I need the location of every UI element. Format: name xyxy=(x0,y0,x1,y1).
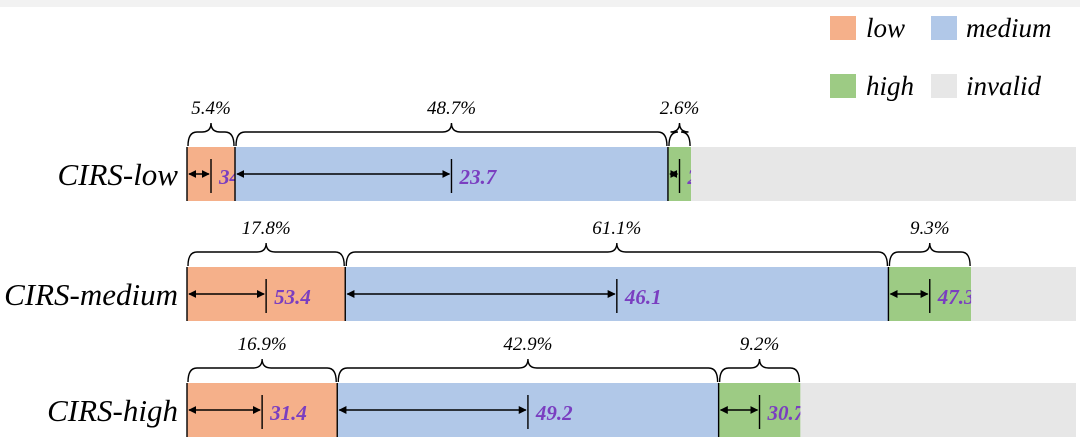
percent-label-low: 17.8% xyxy=(242,218,291,239)
percent-label-high: 2.6% xyxy=(660,98,700,119)
value-label-high: 30.7 xyxy=(767,401,806,425)
row-label-cirs-low: CIRS-low xyxy=(57,157,178,192)
value-label-medium: 49.2 xyxy=(535,401,573,425)
bar-segment-invalid xyxy=(800,383,1076,437)
value-label-high: 47.3 xyxy=(937,285,975,309)
brace-high xyxy=(718,358,801,383)
percent-label-high: 9.2% xyxy=(740,334,780,355)
legend-swatch-invalid xyxy=(931,74,957,98)
percent-label-low: 5.4% xyxy=(191,98,231,119)
legend-label-low: low xyxy=(866,13,905,43)
value-label-low: 53.4 xyxy=(274,285,311,309)
brace-high xyxy=(888,242,971,267)
top-band xyxy=(0,0,1080,7)
brace-medium xyxy=(345,242,889,267)
percent-label-low: 16.9% xyxy=(238,334,287,355)
row-label-cirs-medium: CIRS-medium xyxy=(4,277,178,312)
value-label-medium: 46.1 xyxy=(624,285,662,309)
legend-swatch-medium xyxy=(931,16,957,40)
brace-medium xyxy=(235,122,668,147)
brace-medium xyxy=(337,358,719,383)
legend-label-invalid: invalid xyxy=(966,71,1041,101)
percent-label-medium: 61.1% xyxy=(592,218,641,239)
bar-segment-invalid xyxy=(971,267,1076,321)
legend-label-medium: medium xyxy=(966,13,1051,43)
legend-swatch-high xyxy=(830,74,856,98)
row-label-cirs-high: CIRS-high xyxy=(47,393,178,428)
value-label-medium: 23.7 xyxy=(458,165,497,189)
bar-segment-invalid xyxy=(691,147,1076,201)
legend-label-high: high xyxy=(866,71,914,101)
percent-label-high: 9.3% xyxy=(910,218,950,239)
legend-swatch-low xyxy=(830,16,856,40)
brace-low xyxy=(187,242,345,267)
brace-low xyxy=(187,358,337,383)
percent-label-medium: 42.9% xyxy=(503,334,552,355)
value-label-low: 31.4 xyxy=(269,401,307,425)
brace-high xyxy=(668,122,691,147)
percent-label-medium: 48.7% xyxy=(427,98,476,119)
brace-low xyxy=(187,122,235,147)
